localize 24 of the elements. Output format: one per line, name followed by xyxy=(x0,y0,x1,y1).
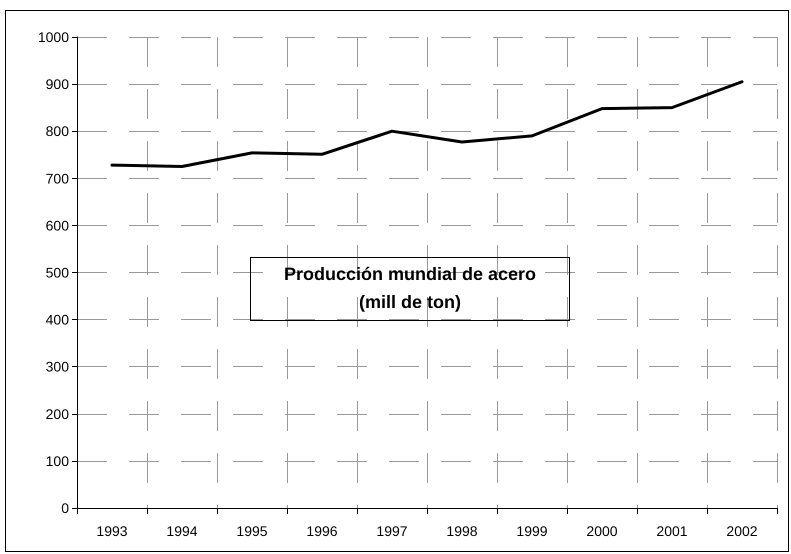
y-tick-label: 800 xyxy=(46,123,70,140)
text: (mill de ton) xyxy=(359,292,461,312)
x-tick-label: 2002 xyxy=(726,523,758,539)
y-tick-label: 500 xyxy=(46,264,70,280)
x-tick-label: 2001 xyxy=(656,523,688,539)
y-tick-label: 1000 xyxy=(38,29,70,45)
x-tick-label: 1999 xyxy=(516,523,548,539)
y-tick-label: 300 xyxy=(46,358,70,375)
line-series xyxy=(110,80,744,168)
text: Producción mundial de acero xyxy=(284,264,536,284)
x-tick-label: 1995 xyxy=(236,523,268,539)
x-tick-label: 1996 xyxy=(306,523,338,539)
y-tick-label: 100 xyxy=(46,452,70,469)
y-tick-label: 200 xyxy=(46,406,70,422)
x-tick-label: 2000 xyxy=(586,523,618,539)
y-tick-label: 900 xyxy=(46,76,70,92)
x-tick-label: 1993 xyxy=(96,523,128,539)
y-tick-label: 700 xyxy=(46,170,70,186)
x-tick-label: 1994 xyxy=(166,523,198,539)
x-tick-label: 1998 xyxy=(446,523,478,539)
y-tick-label: 0 xyxy=(61,500,70,516)
y-tick-label: 600 xyxy=(46,217,70,234)
y-tick-label: 400 xyxy=(46,312,70,328)
x-tick-label: 1997 xyxy=(376,523,408,539)
